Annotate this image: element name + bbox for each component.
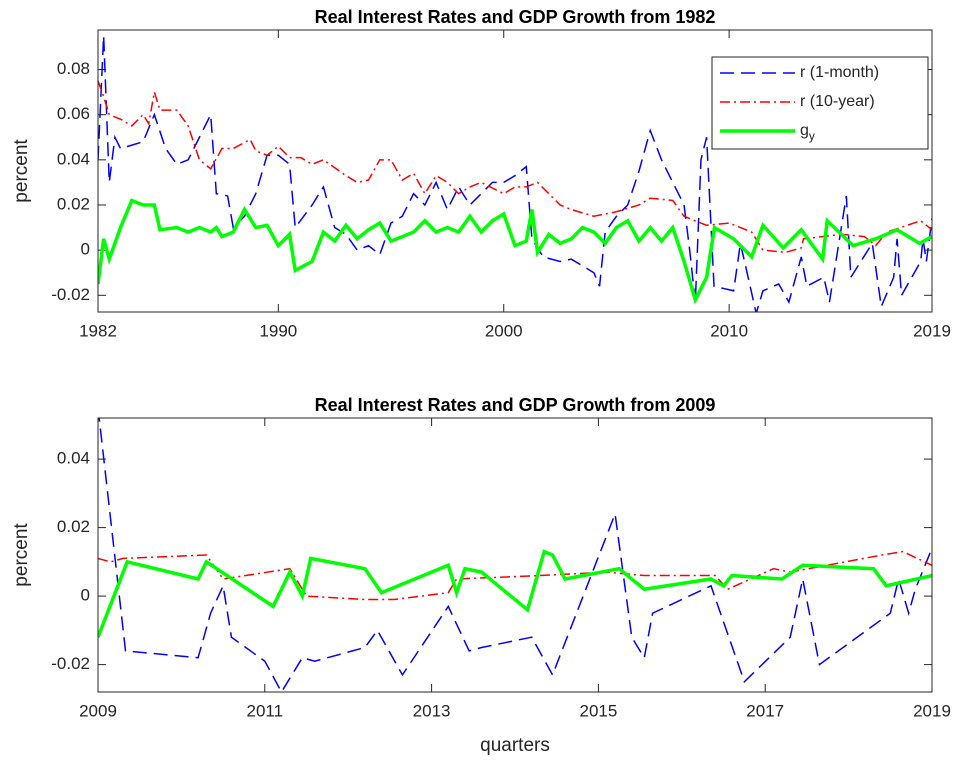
x-tick-label: 2019	[913, 321, 951, 340]
series-line	[98, 80, 932, 254]
x-tick-label: 2017	[746, 701, 784, 720]
y-tick-label: -0.02	[51, 654, 90, 673]
x-axis-label: quarters	[480, 735, 550, 756]
x-tick-label: 2009	[79, 701, 117, 720]
x-tick-label: 2011	[247, 701, 284, 720]
x-tick-label: 2015	[579, 701, 617, 720]
series-line	[98, 198, 932, 305]
y-tick-label: 0.02	[57, 517, 90, 536]
y-tick-label: 0.02	[57, 194, 90, 213]
legend-label: r (10-year)	[800, 93, 875, 110]
x-tick-label: 2019	[913, 701, 951, 720]
x-tick-label: 2010	[710, 321, 748, 340]
y-tick-label: 0.04	[57, 449, 90, 468]
series-line	[98, 550, 932, 601]
y-tick-label: -0.02	[51, 285, 90, 304]
series-line	[98, 549, 932, 638]
y-tick-label: 0	[81, 240, 90, 259]
series-line	[98, 35, 932, 312]
axes-box	[97, 29, 933, 313]
series-line	[98, 418, 932, 692]
y-tick-label: 0.04	[57, 149, 90, 168]
x-tick-label: 1990	[259, 321, 297, 340]
chart-title: Real Interest Rates and GDP Growth from …	[315, 395, 716, 415]
y-axis-label: percent	[11, 523, 32, 587]
y-tick-label: 0.08	[57, 59, 90, 78]
legend-label: r (1-month)	[800, 64, 879, 81]
axes-box	[97, 417, 933, 693]
y-tick-label: 0	[81, 586, 90, 605]
chart-title: Real Interest Rates and GDP Growth from …	[315, 7, 716, 27]
x-tick-label: 2013	[413, 701, 451, 720]
y-axis-label: percent	[11, 139, 32, 203]
x-tick-label: 1982	[79, 321, 117, 340]
y-tick-label: 0.06	[57, 104, 90, 123]
legend-subscript: y	[809, 129, 815, 143]
x-tick-label: 2000	[485, 321, 523, 340]
